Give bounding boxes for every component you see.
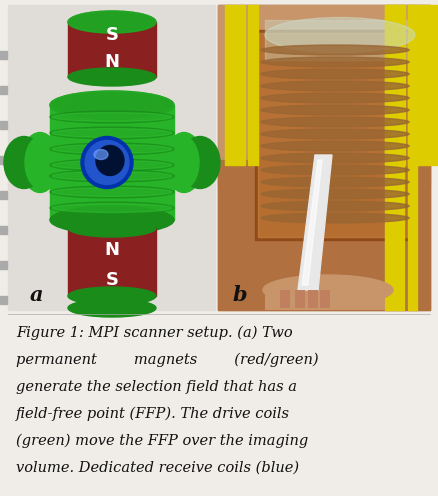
Bar	[0, 51, 7, 59]
Ellipse shape	[85, 140, 129, 185]
Bar	[8, 5, 215, 310]
Bar	[408, 5, 417, 310]
Text: N: N	[105, 241, 120, 259]
Ellipse shape	[52, 172, 172, 181]
Bar	[395, 5, 404, 310]
Text: permanent        magnets        (red/green): permanent magnets (red/green)	[16, 353, 318, 368]
Ellipse shape	[52, 113, 172, 122]
Text: Figure 1: MPI scanner setup. (a) Two: Figure 1: MPI scanner setup. (a) Two	[16, 326, 293, 340]
Bar	[0, 121, 7, 129]
Bar	[218, 5, 430, 185]
Bar	[0, 296, 7, 304]
Ellipse shape	[261, 93, 409, 103]
Text: S: S	[106, 271, 119, 289]
Text: (green) move the FFP over the imaging: (green) move the FFP over the imaging	[16, 434, 308, 448]
Bar	[0, 261, 7, 269]
Ellipse shape	[50, 111, 174, 123]
Ellipse shape	[52, 128, 172, 137]
Ellipse shape	[261, 69, 409, 79]
Ellipse shape	[68, 68, 156, 86]
Ellipse shape	[68, 299, 156, 317]
Bar	[0, 191, 7, 199]
Polygon shape	[298, 155, 332, 290]
Ellipse shape	[4, 136, 44, 188]
Bar	[418, 5, 428, 165]
Ellipse shape	[261, 153, 409, 163]
Ellipse shape	[261, 141, 409, 151]
Ellipse shape	[25, 135, 59, 189]
Bar	[320, 290, 330, 308]
Ellipse shape	[81, 136, 133, 188]
Ellipse shape	[50, 127, 174, 139]
Bar	[0, 86, 7, 94]
Bar	[295, 290, 305, 308]
Text: volume. Dedicated receive coils (blue): volume. Dedicated receive coils (blue)	[16, 461, 299, 475]
Ellipse shape	[261, 105, 409, 115]
Ellipse shape	[261, 45, 409, 55]
Bar	[50, 105, 174, 220]
Ellipse shape	[50, 170, 174, 182]
Ellipse shape	[68, 219, 156, 237]
Ellipse shape	[50, 159, 174, 171]
Bar	[248, 5, 258, 165]
Ellipse shape	[265, 17, 415, 53]
Ellipse shape	[68, 11, 156, 33]
Bar	[265, 285, 385, 310]
Text: a: a	[30, 285, 43, 305]
Ellipse shape	[50, 91, 174, 119]
Bar	[408, 5, 418, 165]
Bar	[385, 5, 394, 310]
Bar	[0, 226, 7, 234]
Bar	[0, 312, 438, 496]
Ellipse shape	[50, 91, 174, 119]
Ellipse shape	[261, 177, 409, 187]
Polygon shape	[302, 160, 322, 285]
Ellipse shape	[261, 57, 409, 67]
Bar	[385, 5, 395, 165]
Ellipse shape	[50, 206, 174, 234]
Text: S: S	[106, 26, 119, 44]
Ellipse shape	[165, 132, 203, 192]
Bar	[0, 156, 7, 164]
Ellipse shape	[96, 145, 124, 176]
Ellipse shape	[180, 136, 220, 188]
Bar	[225, 5, 235, 165]
Ellipse shape	[21, 132, 59, 192]
Bar	[428, 5, 438, 165]
Ellipse shape	[68, 287, 156, 305]
Ellipse shape	[68, 11, 156, 33]
Bar	[280, 290, 290, 308]
Ellipse shape	[52, 144, 172, 153]
Bar	[218, 5, 430, 310]
Ellipse shape	[50, 202, 174, 214]
Ellipse shape	[261, 189, 409, 199]
Ellipse shape	[52, 161, 172, 170]
Text: b: b	[232, 285, 247, 305]
Bar	[235, 5, 245, 165]
Ellipse shape	[52, 187, 172, 196]
Ellipse shape	[165, 135, 199, 189]
Ellipse shape	[261, 201, 409, 211]
Text: N: N	[105, 53, 120, 71]
Ellipse shape	[261, 81, 409, 91]
Text: generate the selection field that has a: generate the selection field that has a	[16, 380, 297, 394]
Bar	[395, 5, 405, 165]
Bar	[68, 228, 156, 296]
Ellipse shape	[261, 165, 409, 175]
Ellipse shape	[261, 213, 409, 223]
Ellipse shape	[261, 129, 409, 139]
Bar	[308, 290, 318, 308]
Bar	[68, 22, 156, 77]
Ellipse shape	[50, 186, 174, 198]
Text: field-free point (FFP). The drive coils: field-free point (FFP). The drive coils	[16, 407, 290, 422]
Ellipse shape	[94, 149, 108, 160]
Ellipse shape	[52, 203, 172, 212]
Bar	[265, 20, 415, 60]
Bar	[255, 30, 410, 240]
Ellipse shape	[50, 143, 174, 155]
Ellipse shape	[261, 117, 409, 127]
Bar	[218, 160, 430, 310]
Bar	[258, 33, 407, 237]
Ellipse shape	[263, 275, 393, 305]
